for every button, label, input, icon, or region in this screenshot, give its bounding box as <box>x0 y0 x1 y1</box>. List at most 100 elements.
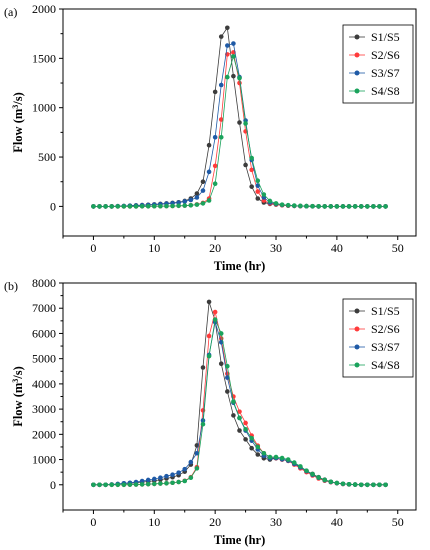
data-point <box>218 361 224 367</box>
data-point <box>249 167 254 173</box>
data-point <box>340 481 346 487</box>
x-tick-label: 50 <box>392 241 404 255</box>
data-point <box>273 454 279 460</box>
legend-marker <box>354 70 360 76</box>
data-point <box>231 399 236 404</box>
data-point <box>322 204 328 209</box>
data-point <box>139 482 145 487</box>
y-tick-label: 500 <box>38 150 56 164</box>
data-point <box>358 204 364 209</box>
data-point <box>334 480 340 486</box>
data-point <box>127 482 133 487</box>
data-point <box>103 482 108 488</box>
data-point <box>206 299 212 305</box>
data-point <box>310 203 315 209</box>
data-point <box>365 204 370 209</box>
series-line-s3-s7 <box>93 321 386 486</box>
data-point <box>243 426 248 432</box>
series-line-s4-s8 <box>93 318 386 486</box>
data-point <box>188 203 194 208</box>
legend-marker <box>354 88 360 94</box>
data-point <box>145 203 151 209</box>
data-point <box>237 75 242 81</box>
data-point <box>285 457 291 462</box>
data-point <box>340 204 346 209</box>
y-tick-label: 1000 <box>32 101 56 115</box>
data-point <box>97 482 102 488</box>
data-point <box>115 204 121 209</box>
x-tick-label: 10 <box>148 515 160 529</box>
data-point <box>158 203 163 209</box>
x-tick-label: 30 <box>270 241 282 255</box>
data-point <box>206 198 212 203</box>
data-point <box>255 196 261 201</box>
data-point <box>145 477 151 483</box>
legend: S1/S5 S2/S6 S3/S7 S4/S8 <box>342 24 414 104</box>
y-tick-label: 2000 <box>32 427 56 441</box>
legend: S1/S5 S2/S6 S3/S7 S4/S8 <box>342 298 414 378</box>
data-point <box>249 445 254 451</box>
y-tick-label: 5000 <box>32 352 56 366</box>
data-point <box>170 203 175 209</box>
data-point <box>298 203 303 209</box>
data-point <box>328 479 334 485</box>
data-point <box>279 202 285 207</box>
data-point <box>158 475 163 481</box>
data-point <box>261 192 267 197</box>
data-point <box>151 476 157 482</box>
data-point <box>243 420 248 426</box>
data-point <box>188 459 194 465</box>
data-point <box>237 428 242 433</box>
data-point <box>291 460 297 465</box>
data-point <box>304 203 309 209</box>
data-point <box>127 204 133 209</box>
data-point <box>164 203 169 209</box>
data-point <box>206 353 212 359</box>
data-point <box>200 201 206 206</box>
data-point <box>91 482 96 488</box>
x-tick-label: 20 <box>209 241 221 255</box>
data-point <box>151 481 157 487</box>
data-point <box>231 41 236 46</box>
data-point <box>194 466 200 471</box>
data-point <box>243 162 248 168</box>
series-line-s1-s5 <box>93 301 386 486</box>
x-axis-title: Time (hr) <box>214 259 266 273</box>
y-tick-label: 7000 <box>32 301 56 315</box>
data-point <box>316 475 321 480</box>
data-point <box>334 204 340 209</box>
data-point <box>115 482 121 488</box>
data-point <box>145 481 151 487</box>
data-point <box>212 89 218 95</box>
x-tick-label: 30 <box>270 515 282 529</box>
data-point <box>371 204 376 209</box>
data-point <box>212 135 218 140</box>
data-point <box>255 183 261 188</box>
data-point <box>97 204 102 209</box>
data-point <box>103 204 108 209</box>
legend-label: S2/S6 <box>371 48 400 62</box>
data-point <box>231 73 236 79</box>
data-point <box>225 43 230 48</box>
legend-marker <box>354 34 360 40</box>
legend-marker <box>354 52 360 58</box>
data-point <box>304 468 309 473</box>
legend-box <box>342 24 414 104</box>
data-point <box>164 473 169 479</box>
series-line-s2-s6 <box>93 311 386 486</box>
data-point <box>225 389 230 394</box>
y-tick-label: 2000 <box>32 2 56 16</box>
data-point <box>365 482 370 488</box>
data-point <box>182 466 188 472</box>
data-point <box>194 202 200 207</box>
data-point <box>377 204 382 209</box>
y-tick-label: 1500 <box>32 51 56 65</box>
data-point <box>212 309 218 315</box>
data-point <box>109 204 114 209</box>
y-tick-label: 6000 <box>32 326 56 340</box>
y-tick-label: 0 <box>50 199 56 213</box>
data-point <box>255 444 261 450</box>
legend-label: S1/S5 <box>371 30 400 44</box>
data-point <box>164 480 169 486</box>
